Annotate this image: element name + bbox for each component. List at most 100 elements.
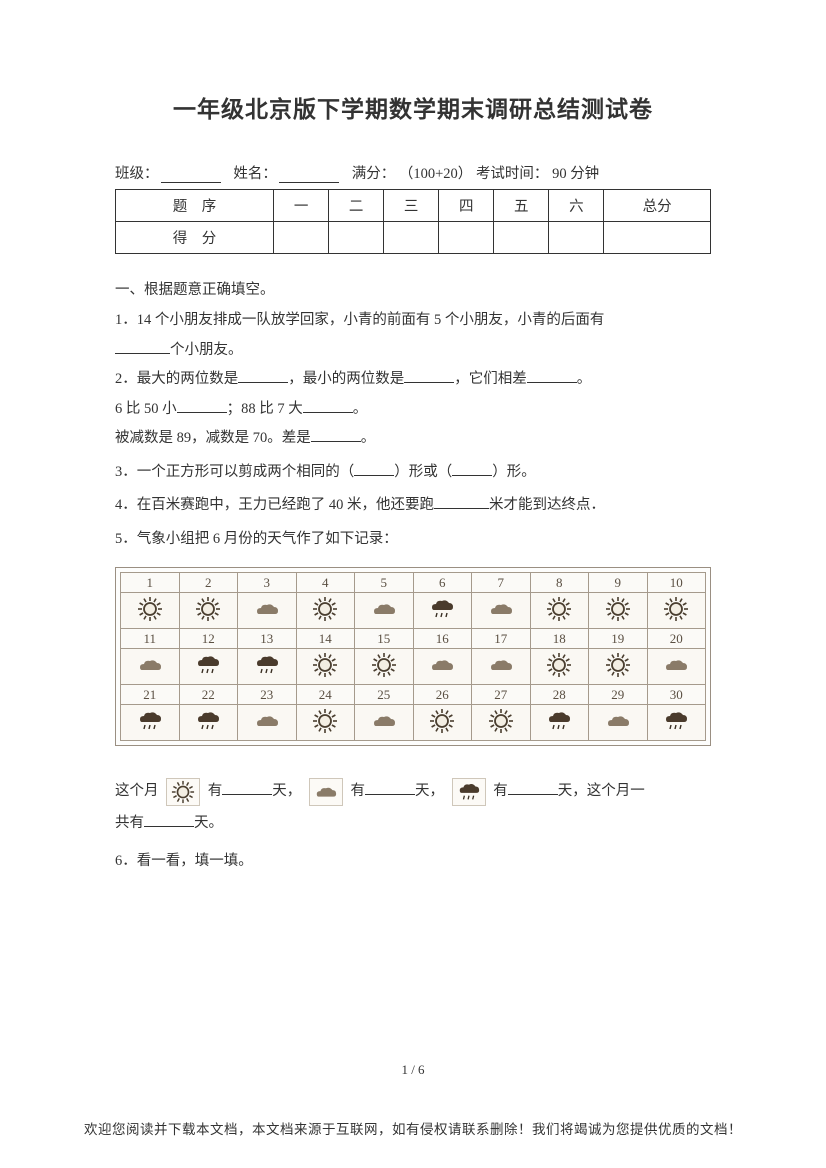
summary-has: 有 — [208, 783, 223, 799]
summary-has: 有 — [493, 783, 508, 799]
weather-icon-cell — [355, 593, 414, 629]
question-2-line3: 被减数是 89，减数是 70。差是。 — [115, 425, 711, 453]
table-row: 题 序 一 二 三 四 五 六 总分 — [116, 190, 711, 222]
score-cell[interactable] — [494, 222, 549, 254]
fill-blank[interactable] — [508, 781, 558, 796]
summary-has: 有 — [351, 783, 366, 799]
weather-day-number: 15 — [355, 629, 414, 649]
q2l2-b: ；88 比 7 大 — [227, 401, 303, 417]
weather-icon-cell — [647, 649, 706, 685]
weather-day-number: 23 — [238, 685, 297, 705]
weather-day-number: 3 — [238, 573, 297, 593]
weather-icon-cell — [530, 649, 589, 685]
weather-day-number: 25 — [355, 685, 414, 705]
cloud-icon — [309, 778, 343, 806]
time-label: 考试时间： — [476, 166, 549, 182]
weather-day-number: 20 — [647, 629, 706, 649]
weather-day-number: 1 — [121, 573, 180, 593]
q2-d: 。 — [577, 371, 592, 387]
summary-line2-end: 天。 — [194, 815, 223, 831]
weather-icon-cell — [179, 705, 238, 741]
q3-b: ）形或（ — [394, 464, 452, 480]
fill-blank[interactable] — [144, 813, 194, 828]
q1-text-a: 1．14 个小朋友排成一队放学回家，小青的前面有 5 个小朋友，小青的后面有 — [115, 312, 604, 328]
fullscore-value: （100+20） — [399, 166, 472, 182]
fill-blank[interactable] — [222, 781, 272, 796]
summary-line2: 共有 — [115, 815, 144, 831]
fill-blank[interactable] — [238, 369, 288, 384]
fill-blank[interactable] — [404, 369, 454, 384]
table-row: 得 分 — [116, 222, 711, 254]
weather-day-number: 10 — [647, 573, 706, 593]
weather-icon-cell — [530, 705, 589, 741]
weather-icon-cell — [121, 649, 180, 685]
q3-c: ）形。 — [492, 464, 536, 480]
score-cell[interactable] — [384, 222, 439, 254]
weather-day-number: 5 — [355, 573, 414, 593]
class-blank[interactable] — [161, 182, 221, 183]
name-blank[interactable] — [279, 182, 339, 183]
weather-icon-cell — [296, 649, 355, 685]
weather-icon-cell — [121, 593, 180, 629]
q3-a: 3．一个正方形可以剪成两个相同的（ — [115, 464, 354, 480]
weather-day-number: 27 — [472, 685, 531, 705]
fill-blank[interactable] — [177, 398, 227, 413]
weather-day-number: 26 — [413, 685, 472, 705]
question-3: 3．一个正方形可以剪成两个相同的（ ）形或（ ）形。 — [115, 459, 711, 487]
table-row — [121, 593, 706, 629]
weather-icon-cell — [472, 593, 531, 629]
score-header: 五 — [494, 190, 549, 222]
weather-icon-cell — [530, 593, 589, 629]
score-cell[interactable] — [274, 222, 329, 254]
class-label: 班级： — [115, 166, 159, 182]
question-1: 1．14 个小朋友排成一队放学回家，小青的前面有 5 个小朋友，小青的后面有 — [115, 307, 711, 335]
weather-icon-cell — [121, 705, 180, 741]
summary-line: 这个月 有天， 有天， 有天，这个月一 共有天。 — [115, 776, 711, 840]
weather-icon-cell — [238, 705, 297, 741]
fill-blank[interactable] — [527, 369, 577, 384]
weather-day-number: 12 — [179, 629, 238, 649]
fill-blank[interactable] — [452, 461, 492, 476]
weather-day-number: 21 — [121, 685, 180, 705]
fill-blank[interactable] — [354, 461, 394, 476]
summary-unit2: 天，这个月一 — [558, 783, 645, 799]
table-row: 11121314151617181920 — [121, 629, 706, 649]
weather-day-number: 19 — [589, 629, 648, 649]
name-label: 姓名： — [233, 166, 277, 182]
q2l3-a: 被减数是 89，减数是 70。差是 — [115, 430, 311, 446]
question-6: 6．看一看，填一填。 — [115, 848, 711, 876]
q2-c: ，它们相差 — [454, 371, 527, 387]
weather-icon-cell — [589, 705, 648, 741]
weather-icon-cell — [413, 649, 472, 685]
fill-blank[interactable] — [365, 781, 415, 796]
weather-day-number: 22 — [179, 685, 238, 705]
weather-day-number: 30 — [647, 685, 706, 705]
section-1-title: 一、根据题意正确填空。 — [115, 278, 711, 299]
score-cell[interactable] — [329, 222, 384, 254]
fill-blank[interactable] — [434, 495, 489, 510]
weather-icon-cell — [589, 649, 648, 685]
score-cell[interactable] — [604, 222, 711, 254]
q4-b: 米才能到达终点． — [489, 497, 605, 513]
fill-blank[interactable] — [303, 398, 353, 413]
weather-icon-cell — [472, 705, 531, 741]
score-cell[interactable] — [549, 222, 604, 254]
weather-day-number: 6 — [413, 573, 472, 593]
fill-blank[interactable] — [311, 428, 361, 443]
weather-icon-cell — [413, 705, 472, 741]
time-value: 90 分钟 — [552, 166, 599, 182]
weather-icon-cell — [296, 705, 355, 741]
fill-blank[interactable] — [115, 339, 170, 354]
fullscore-label: 满分： — [352, 166, 396, 182]
q1-text-b: 个小朋友。 — [170, 342, 243, 358]
rain-icon — [452, 778, 486, 806]
weather-day-number: 4 — [296, 573, 355, 593]
score-header: 题 序 — [116, 190, 274, 222]
score-cell[interactable] — [439, 222, 494, 254]
weather-day-number: 29 — [589, 685, 648, 705]
question-4: 4．在百米赛跑中，王力已经跑了 40 米，他还要跑米才能到达终点． — [115, 492, 711, 520]
question-1b: 个小朋友。 — [115, 337, 711, 365]
footer-note: 欢迎您阅读并下载本文档，本文档来源于互联网，如有侵权请联系删除！我们将竭诚为您提… — [0, 1118, 826, 1138]
score-header: 四 — [439, 190, 494, 222]
score-table: 题 序 一 二 三 四 五 六 总分 得 分 — [115, 189, 711, 254]
